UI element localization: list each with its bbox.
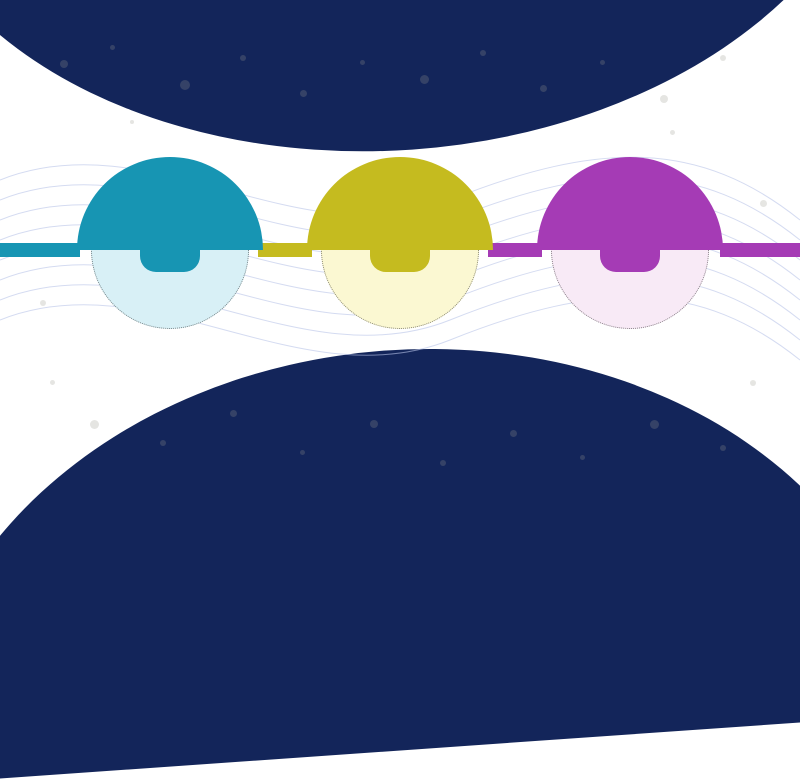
connector-2	[488, 243, 542, 257]
study-node-2: RetrospectiveStudies	[537, 157, 723, 343]
connector-0	[0, 243, 80, 257]
diagram-stage: CohortStudiesPanelStudiesRetrospectiveSt…	[0, 0, 800, 500]
connector-1	[258, 243, 312, 257]
study-node-0: CohortStudies	[77, 157, 263, 343]
connector-3	[720, 243, 800, 257]
study-node-1: PanelStudies	[307, 157, 493, 343]
